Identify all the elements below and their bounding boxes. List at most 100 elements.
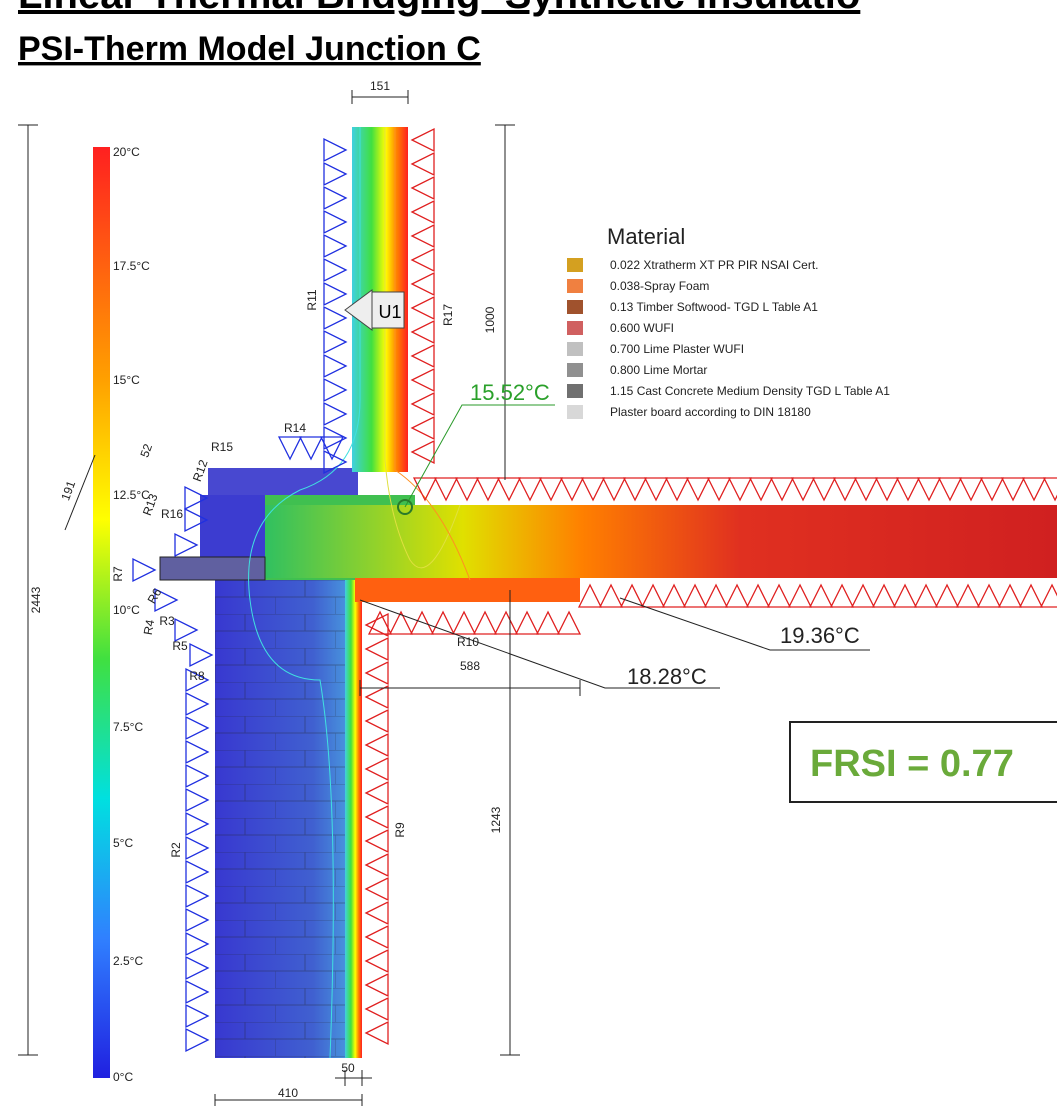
boundary-arrow	[537, 612, 559, 634]
brick-joints	[215, 580, 355, 1058]
boundary-arrow	[366, 998, 388, 1020]
boundary-arrow	[279, 437, 301, 459]
boundary-arrow	[495, 612, 517, 634]
boundary-arrow	[1002, 478, 1024, 500]
scale-label: 0°C	[113, 1070, 133, 1084]
boundary-arrow	[412, 321, 434, 343]
page: Linear Thermal Bridging- Synthetic Insul…	[0, 0, 1057, 1106]
boundary-arrow	[1044, 478, 1057, 500]
boundary-arrow	[939, 478, 961, 500]
boundary-arrow	[324, 355, 346, 377]
boundary-arrow	[186, 1005, 208, 1027]
boundary-arrow	[366, 758, 388, 780]
boundary-arrow	[186, 741, 208, 763]
scale-label: 5°C	[113, 836, 133, 850]
boundary-arrow	[876, 478, 898, 500]
boundary-arrow	[366, 926, 388, 948]
boundary-arrow	[412, 441, 434, 463]
boundary-arrow	[324, 139, 346, 161]
boundary-arrow	[915, 585, 937, 607]
boundary-label: R6	[145, 586, 165, 607]
boundary-arrow	[516, 612, 538, 634]
boundary-arrow	[747, 585, 769, 607]
boundary-arrow	[621, 585, 643, 607]
boundary-arrow	[435, 478, 457, 500]
boundary-arrow	[897, 478, 919, 500]
boundary-arrow	[186, 717, 208, 739]
boundary-arrow	[1023, 478, 1045, 500]
boundary-arrow	[705, 585, 727, 607]
boundary-arrow	[957, 585, 979, 607]
boundary-arrow	[186, 933, 208, 955]
dimension: 50	[341, 1061, 355, 1075]
boundary-arrow	[324, 235, 346, 257]
boundary-label: R4	[141, 618, 158, 636]
boundary-arrow	[603, 478, 625, 500]
boundary-arrow	[834, 478, 856, 500]
boundary-arrow	[366, 662, 388, 684]
boundary-arrow	[186, 813, 208, 835]
boundary-arrow	[918, 478, 940, 500]
boundary-arrow	[687, 478, 709, 500]
boundary-label: R16	[161, 507, 183, 521]
dimension: 588	[460, 659, 480, 673]
boundary-label: R3	[159, 614, 175, 628]
boundary-arrow	[366, 1022, 388, 1044]
boundary-arrow	[412, 153, 434, 175]
boundary-arrow	[540, 478, 562, 500]
boundary-arrow	[300, 437, 322, 459]
boundary-arrow	[729, 478, 751, 500]
boundary-arrow	[324, 403, 346, 425]
boundary-arrow	[186, 885, 208, 907]
boundary-arrow	[186, 1029, 208, 1051]
boundary-arrow	[726, 585, 748, 607]
subtitle: PSI-Therm Model Junction C	[18, 30, 481, 68]
temp-label: 19.36°C	[780, 623, 860, 648]
temp-label: 18.28°C	[627, 664, 707, 689]
legend-swatch	[567, 258, 583, 272]
boundary-arrow	[366, 782, 388, 804]
boundary-arrow	[456, 478, 478, 500]
boundary-arrow	[412, 297, 434, 319]
legend-swatch	[567, 342, 583, 356]
boundary-arrow	[366, 686, 388, 708]
scale-label: 20°C	[113, 145, 140, 159]
boundary-arrow	[412, 393, 434, 415]
boundary-arrow	[175, 534, 197, 556]
boundary-arrow	[1020, 585, 1042, 607]
dimension: 1000	[483, 306, 497, 333]
boundary-arrow	[558, 612, 580, 634]
boundary-label: R2	[169, 842, 183, 858]
ledge	[208, 468, 358, 498]
boundary-label: R17	[441, 304, 455, 326]
dimension: 151	[370, 79, 390, 93]
boundary-arrow	[366, 878, 388, 900]
boundary-arrow	[936, 585, 958, 607]
boundary-label: R5	[172, 639, 188, 653]
boundary-arrow	[366, 806, 388, 828]
boundary-arrow	[684, 585, 706, 607]
boundary-arrow	[186, 693, 208, 715]
boundary-label: R7	[111, 566, 125, 582]
frsi: FRSI = 0.77	[810, 743, 1014, 785]
boundary-arrow	[412, 249, 434, 271]
boundary-arrow	[453, 612, 475, 634]
boundary-arrow	[324, 307, 346, 329]
boundary-arrow	[324, 379, 346, 401]
boundary-arrow	[366, 830, 388, 852]
boundary-arrow	[324, 283, 346, 305]
boundary-arrow	[412, 369, 434, 391]
title: Linear Thermal Bridging- Synthetic Insul…	[18, 0, 860, 17]
boundary-arrow	[519, 478, 541, 500]
boundary-arrow	[412, 177, 434, 199]
legend-label: 0.600 WUFI	[610, 321, 674, 335]
dimension: 191	[58, 479, 78, 503]
boundary-arrow	[666, 478, 688, 500]
lower-insulation	[345, 580, 362, 1058]
boundary-arrow	[366, 710, 388, 732]
boundary-arrow	[366, 974, 388, 996]
color-scale	[93, 147, 110, 1078]
boundary-arrow	[324, 211, 346, 233]
boundary-arrow	[810, 585, 832, 607]
boundary-arrow	[366, 902, 388, 924]
